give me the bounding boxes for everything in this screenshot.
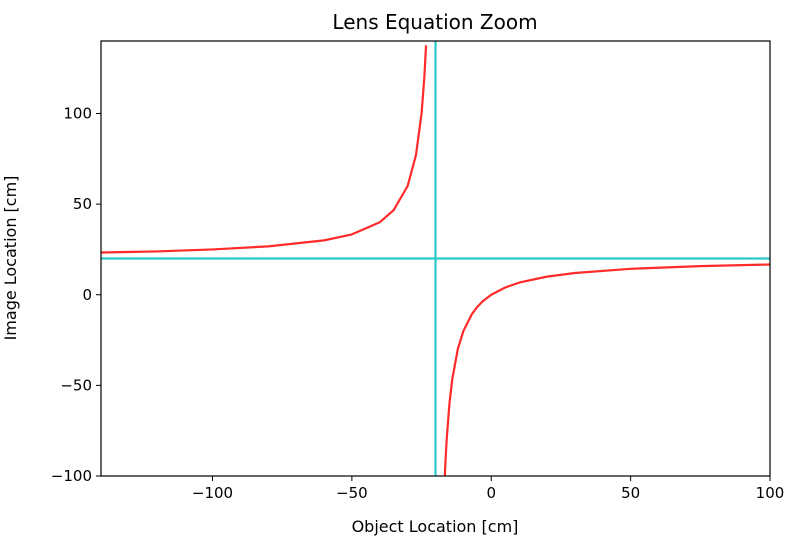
chart-title: Lens Equation Zoom <box>332 10 537 34</box>
y-axis-ticks: −100 −50 0 50 100 <box>51 105 101 485</box>
x-tick-label: 0 <box>486 484 496 502</box>
y-tick-label: −50 <box>60 376 92 394</box>
x-tick-label: −50 <box>336 484 368 502</box>
plot-frame <box>100 40 771 477</box>
curve-branch-2 <box>443 263 770 476</box>
y-tick-label: −100 <box>51 467 92 485</box>
x-axis-label: Object Location [cm] <box>352 517 519 536</box>
y-tick-label: 0 <box>82 286 92 304</box>
curve-branch-1 <box>101 45 428 254</box>
y-axis-label: Image Location [cm] <box>1 176 20 341</box>
x-tick-label: 100 <box>756 484 785 502</box>
x-tick-label: 50 <box>621 484 640 502</box>
x-axis-ticks: −100 −50 0 50 100 <box>192 476 784 502</box>
y-tick-label: 50 <box>73 195 92 213</box>
y-tick-label: 100 <box>63 105 92 123</box>
x-tick-label: −100 <box>192 484 233 502</box>
curve-series <box>101 45 770 476</box>
asymptote-lines <box>101 41 770 476</box>
